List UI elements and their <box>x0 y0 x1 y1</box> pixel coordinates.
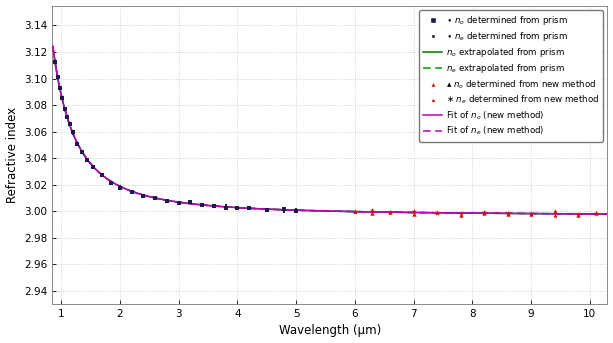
Point <box>526 211 536 216</box>
Point <box>65 122 75 128</box>
Point <box>262 207 272 213</box>
Point <box>432 209 442 215</box>
Y-axis label: Refractive index: Refractive index <box>6 107 18 203</box>
Point <box>77 149 87 154</box>
Point <box>503 211 512 216</box>
Point <box>573 211 583 217</box>
Point <box>162 197 172 203</box>
Point <box>291 208 301 213</box>
Point <box>368 210 378 215</box>
Point <box>65 121 75 127</box>
Point <box>115 184 124 189</box>
Point <box>221 205 230 211</box>
Point <box>232 205 242 210</box>
Point <box>150 195 160 201</box>
Point <box>68 132 78 137</box>
Point <box>88 164 98 170</box>
Point <box>526 212 536 217</box>
Point <box>97 172 107 177</box>
Point <box>72 140 82 145</box>
Point <box>57 95 67 101</box>
Point <box>197 202 207 208</box>
Point <box>162 198 172 204</box>
Point <box>221 202 230 208</box>
Point <box>55 86 65 91</box>
Point <box>139 192 148 197</box>
Point <box>115 185 124 190</box>
Point <box>573 212 583 217</box>
Point <box>127 189 137 194</box>
Point <box>385 209 395 215</box>
Point <box>59 106 69 111</box>
Point <box>209 203 219 209</box>
Point <box>83 157 93 163</box>
Point <box>479 211 489 216</box>
Point <box>291 206 301 212</box>
Legend: $\bullet$ $n_o$ determined from prism, $\bullet$ $n_e$ determined from prism, $n: $\bullet$ $n_o$ determined from prism, $… <box>419 10 603 142</box>
Point <box>550 208 560 213</box>
Point <box>55 85 65 91</box>
Point <box>244 207 254 212</box>
Point <box>88 164 98 170</box>
Point <box>197 202 207 208</box>
Point <box>97 172 107 178</box>
Point <box>68 130 78 135</box>
Point <box>150 195 160 200</box>
Point <box>50 59 60 64</box>
Point <box>62 114 72 119</box>
Point <box>173 201 183 206</box>
Point <box>209 203 219 209</box>
Point <box>173 201 183 206</box>
Point <box>232 205 242 211</box>
Point <box>479 210 489 215</box>
Point <box>280 207 289 212</box>
Point <box>550 213 560 219</box>
Point <box>350 208 360 214</box>
Point <box>350 209 360 214</box>
Point <box>139 193 148 199</box>
Point <box>455 210 465 216</box>
X-axis label: Wavelength (µm): Wavelength (µm) <box>279 324 381 338</box>
Point <box>106 179 116 184</box>
Point <box>455 212 465 217</box>
Point <box>368 207 378 212</box>
Point <box>432 210 442 216</box>
Point <box>72 141 82 146</box>
Point <box>57 96 67 102</box>
Point <box>591 211 601 216</box>
Point <box>50 60 60 65</box>
Point <box>409 208 419 214</box>
Point <box>53 74 63 80</box>
Point <box>185 200 195 205</box>
Point <box>106 180 116 186</box>
Point <box>62 114 72 119</box>
Point <box>59 106 69 112</box>
Point <box>503 210 512 215</box>
Point <box>77 149 87 154</box>
Point <box>409 212 419 217</box>
Point <box>83 157 93 163</box>
Point <box>591 211 601 216</box>
Point <box>385 209 395 215</box>
Point <box>280 209 289 214</box>
Point <box>244 205 254 211</box>
Point <box>262 207 272 212</box>
Point <box>53 74 63 80</box>
Point <box>127 190 137 195</box>
Point <box>185 200 195 205</box>
